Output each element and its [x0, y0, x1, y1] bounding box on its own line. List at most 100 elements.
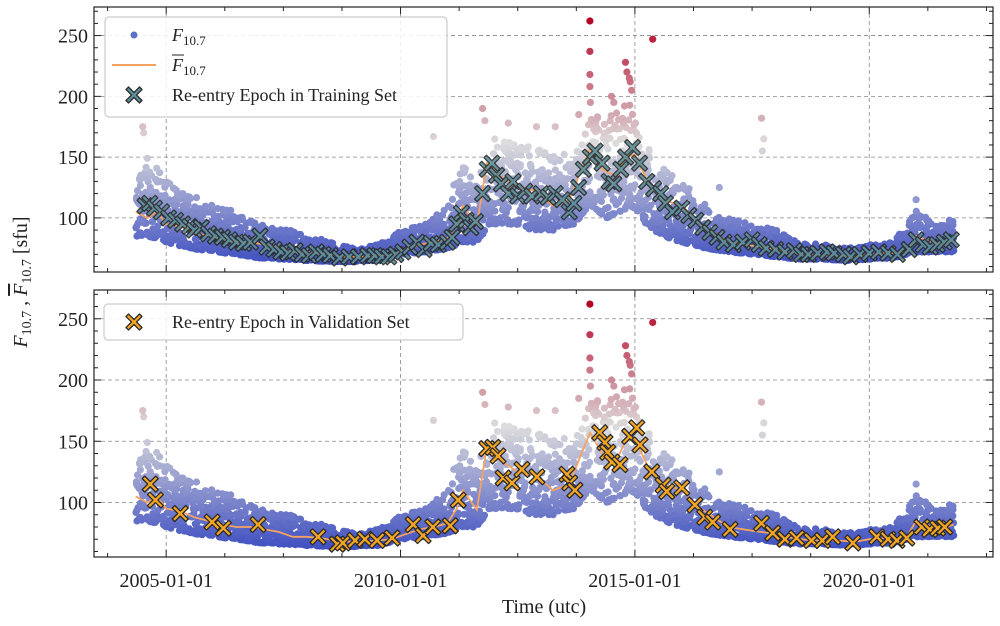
y-tick-label: 150 [58, 147, 88, 169]
f107-point [481, 117, 489, 125]
f107-point [491, 215, 499, 223]
f107-point [301, 235, 309, 243]
y-tick-label: 250 [58, 26, 88, 48]
training-reentry-marker [612, 160, 630, 178]
f107-point [456, 178, 464, 186]
f107-point [524, 143, 532, 151]
f107-point [143, 228, 151, 236]
f107-point [912, 207, 920, 215]
f107-point [201, 202, 209, 210]
f107-point [623, 68, 631, 76]
f107-point [521, 169, 530, 177]
f107-point [550, 153, 558, 161]
f107-point [479, 104, 487, 113]
f107-point [259, 221, 267, 229]
f107-point [895, 230, 904, 238]
f107-point [517, 143, 525, 151]
f107-point [136, 181, 144, 190]
f107-point [429, 132, 437, 141]
f107-point [139, 123, 147, 131]
f107-point [715, 183, 723, 192]
f107-point [466, 181, 474, 189]
f107-point [526, 160, 535, 168]
f107-point [277, 510, 285, 519]
f107-point [161, 191, 169, 199]
training-reentry-marker [565, 194, 583, 212]
f107-point [460, 182, 468, 190]
training-reentry-marker [574, 160, 592, 178]
f107-point [631, 181, 639, 189]
f107-point [536, 146, 544, 154]
training-reentry-marker [586, 142, 604, 160]
f107-point [586, 47, 594, 56]
f107-point [937, 221, 945, 230]
training-reentry-marker [623, 138, 642, 157]
f107-point [685, 185, 693, 193]
f107-point [586, 17, 594, 25]
f107-point [758, 147, 767, 155]
f107-point [143, 513, 151, 521]
f107-point [604, 203, 612, 212]
f107-point [293, 530, 301, 538]
training-reentry-marker [466, 212, 485, 231]
f107-point [780, 231, 788, 239]
f107-point [152, 188, 160, 196]
f107-point [551, 166, 559, 174]
f107-point [618, 114, 627, 122]
f107-point [191, 203, 199, 211]
f107-point [148, 218, 156, 226]
f107-point [757, 510, 765, 518]
f107-point [589, 138, 597, 146]
f107-point [165, 196, 173, 204]
f107-point [136, 229, 144, 237]
f107-point [466, 173, 475, 181]
f107-point [551, 123, 559, 131]
f107-point [581, 130, 589, 138]
f107-point [628, 86, 636, 94]
f107-point [153, 164, 161, 172]
f107-point [142, 163, 150, 171]
f107-point [554, 222, 562, 230]
f107-point [626, 101, 634, 109]
f107-point [538, 166, 546, 174]
f107-point [208, 201, 216, 209]
f107-point [725, 215, 733, 223]
f107-point [892, 524, 900, 532]
f107-point [268, 509, 276, 517]
f107-point [701, 200, 709, 208]
f107-point [490, 150, 498, 158]
f107-point [532, 123, 541, 131]
f107-point [513, 159, 521, 167]
f107-point [268, 224, 276, 232]
f107-point [163, 178, 171, 186]
f107-point [649, 35, 657, 43]
f107-point [560, 150, 568, 158]
f107-point [611, 122, 619, 130]
f107-point [525, 152, 534, 160]
f107-point [656, 171, 664, 179]
f107-point [763, 509, 772, 517]
f107-point [517, 151, 525, 159]
f107-point [311, 236, 320, 244]
f107-point [282, 511, 290, 519]
f107-point [378, 523, 386, 532]
f107-point [912, 196, 920, 204]
f107-point [586, 70, 594, 79]
f107-point [760, 135, 768, 143]
f107-point [136, 513, 144, 522]
f107-point [587, 115, 596, 124]
f107-point [448, 195, 457, 203]
f107-point [812, 525, 820, 533]
f107-point [578, 141, 586, 149]
f107-point [178, 190, 186, 198]
axes-frame [93, 6, 994, 273]
f107-point [763, 224, 772, 232]
f107-point [741, 219, 749, 227]
f107-point [238, 213, 246, 221]
f107-point [504, 119, 512, 127]
training-reentry-marker [942, 231, 960, 249]
plot-area [132, 17, 960, 267]
f107-point [586, 98, 595, 106]
